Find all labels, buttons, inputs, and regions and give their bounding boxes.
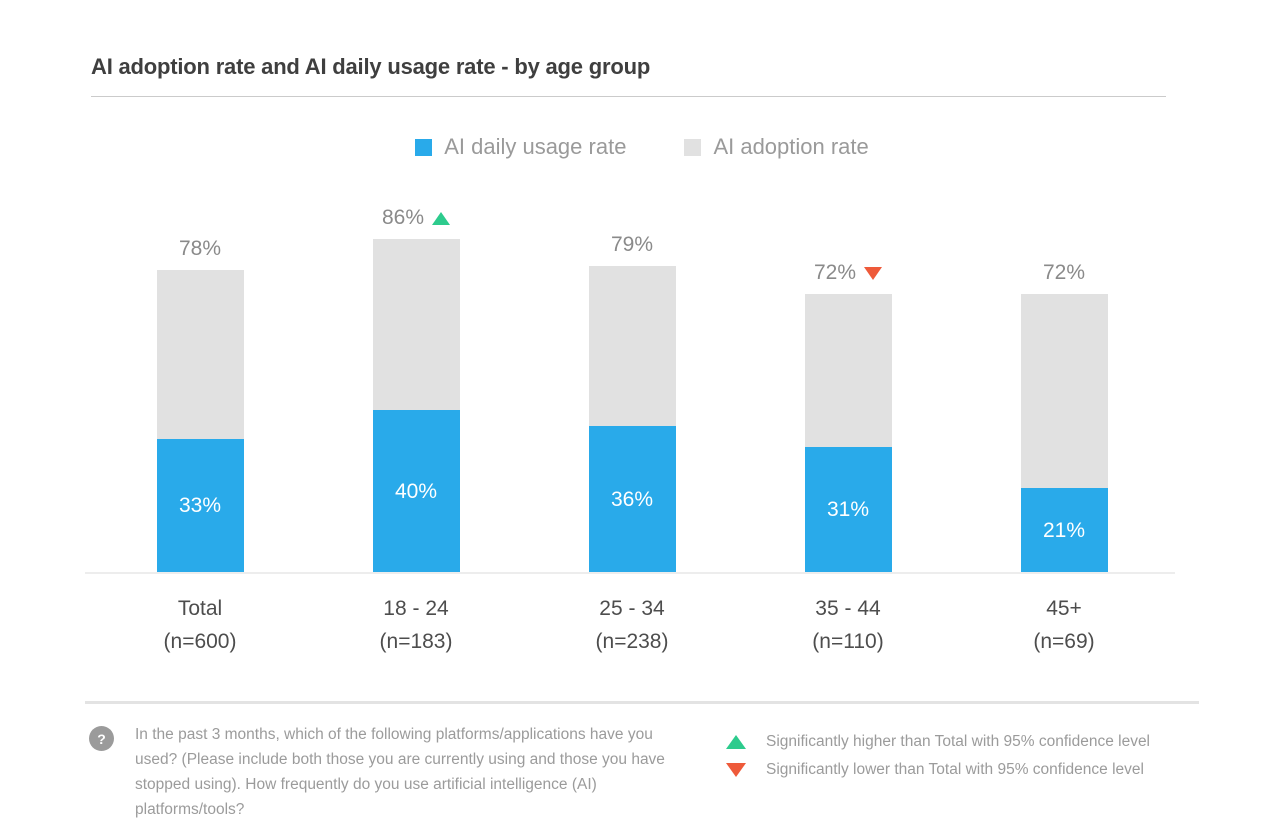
- footer-divider: [85, 701, 1199, 704]
- usage-bar: 40%: [372, 410, 460, 573]
- up-triangle-icon: [726, 735, 746, 749]
- legend-label: AI daily usage rate: [444, 134, 627, 159]
- x-axis-label: 45+ (n=69): [956, 592, 1172, 658]
- down-triangle-icon: [726, 763, 746, 777]
- title-divider: [91, 96, 1166, 97]
- sample-size: (n=238): [595, 630, 669, 653]
- significance-down-icon: [864, 266, 883, 280]
- axis-baseline: [85, 572, 1175, 574]
- usage-bar: 36%: [588, 426, 676, 573]
- category-name: 18 - 24: [383, 597, 449, 620]
- adoption-value-text: 72%: [813, 261, 857, 284]
- chart-legend: AI daily usage rate AI adoption rate: [0, 134, 1284, 160]
- x-axis-label: 25 - 34 (n=238): [524, 592, 740, 658]
- adoption-value-text: 72%: [1042, 261, 1086, 284]
- adoption-swatch-icon: [684, 138, 702, 156]
- bar-group: 86% 40%: [308, 206, 524, 573]
- category-name: 45+: [1046, 597, 1082, 620]
- legend-item-daily-usage: AI daily usage rate: [415, 134, 626, 160]
- significance-legend: Significantly higher than Total with 95%…: [726, 733, 1150, 779]
- x-axis-label: 18 - 24 (n=183): [308, 592, 524, 658]
- adoption-bar: 31%: [804, 294, 892, 573]
- significance-up-icon: [432, 211, 451, 225]
- question-mark-icon: ?: [89, 726, 114, 751]
- adoption-value-label: 72%: [813, 261, 883, 285]
- adoption-value-label: 79%: [611, 233, 653, 257]
- adoption-bar: 33%: [156, 270, 244, 573]
- survey-question-text: In the past 3 months, which of the follo…: [135, 726, 665, 819]
- sample-size: (n=69): [1033, 630, 1095, 653]
- adoption-bar: 40%: [372, 239, 460, 573]
- significance-legend-label: Significantly lower than Total with 95% …: [766, 761, 1144, 778]
- adoption-bar: 36%: [588, 266, 676, 573]
- significance-legend-item-lower: Significantly lower than Total with 95% …: [726, 761, 1150, 779]
- adoption-value-text: 79%: [610, 233, 654, 256]
- category-name: Total: [177, 597, 223, 620]
- legend-label: AI adoption rate: [713, 134, 869, 159]
- significance-legend-label: Significantly higher than Total with 95%…: [766, 733, 1151, 750]
- usage-bar: 31%: [804, 447, 892, 573]
- adoption-value-text: 78%: [178, 237, 222, 260]
- usage-bar: 21%: [1020, 488, 1108, 573]
- adoption-value-label: 78%: [179, 237, 221, 261]
- adoption-value-label: 72%: [1043, 261, 1085, 285]
- daily-usage-swatch-icon: [415, 138, 433, 156]
- legend-item-adoption: AI adoption rate: [684, 134, 869, 160]
- category-name: 35 - 44: [815, 597, 881, 620]
- adoption-bar: 21%: [1020, 294, 1108, 573]
- page-title: AI adoption rate and AI daily usage rate…: [91, 54, 651, 79]
- bar-group: 72% 21%: [956, 261, 1172, 573]
- bar-group: 72% 31%: [740, 261, 956, 573]
- sample-size: (n=600): [163, 630, 237, 653]
- adoption-value-label: 86%: [381, 206, 451, 230]
- bar-chart: 78% 33% 86% 40% 79% 36% 72% 31% 72% 21%: [92, 198, 1172, 573]
- sample-size: (n=183): [379, 630, 453, 653]
- x-axis-label: 35 - 44 (n=110): [740, 592, 956, 658]
- bar-group: 79% 36%: [524, 233, 740, 573]
- x-axis: Total (n=600) 18 - 24 (n=183) 25 - 34 (n=238)…: [92, 592, 1172, 658]
- category-name: 25 - 34: [599, 597, 665, 620]
- x-axis-label: Total (n=600): [92, 592, 308, 658]
- adoption-value-text: 86%: [381, 206, 425, 229]
- significance-legend-item-higher: Significantly higher than Total with 95%…: [726, 733, 1150, 751]
- bar-group: 78% 33%: [92, 237, 308, 573]
- sample-size: (n=110): [812, 630, 884, 653]
- usage-bar: 33%: [156, 439, 244, 573]
